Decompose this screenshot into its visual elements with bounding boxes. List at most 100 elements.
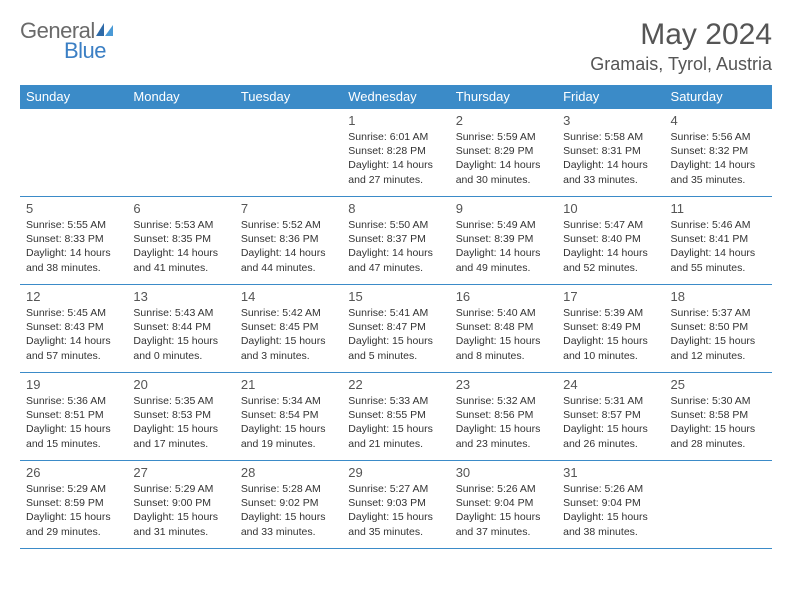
sunset-text: Sunset: 9:00 PM (133, 496, 228, 510)
sunset-text: Sunset: 9:03 PM (348, 496, 443, 510)
daylight-text-2: and 19 minutes. (241, 437, 336, 451)
sunrise-text: Sunrise: 5:59 AM (456, 130, 551, 144)
logo-sail-icon (96, 22, 114, 36)
sunset-text: Sunset: 9:04 PM (563, 496, 658, 510)
day-cell: 30Sunrise: 5:26 AMSunset: 9:04 PMDayligh… (450, 461, 557, 549)
daylight-text: Daylight: 15 hours (456, 334, 551, 348)
sunrise-text: Sunrise: 5:42 AM (241, 306, 336, 320)
sunrise-text: Sunrise: 5:43 AM (133, 306, 228, 320)
daylight-text: Daylight: 15 hours (563, 422, 658, 436)
sunset-text: Sunset: 8:57 PM (563, 408, 658, 422)
sunrise-text: Sunrise: 5:53 AM (133, 218, 228, 232)
day-number: 8 (348, 201, 443, 216)
day-number: 24 (563, 377, 658, 392)
daylight-text-2: and 23 minutes. (456, 437, 551, 451)
sunset-text: Sunset: 8:45 PM (241, 320, 336, 334)
day-cell: 15Sunrise: 5:41 AMSunset: 8:47 PMDayligh… (342, 285, 449, 373)
sunrise-text: Sunrise: 5:45 AM (26, 306, 121, 320)
day-cell: 28 Sunrise: 5:28 AMSunset: 9:02 PMDayligh… (235, 461, 342, 549)
day-number: 3 (563, 113, 658, 128)
daylight-text-2: and 29 minutes. (26, 525, 121, 539)
daylight-text: Daylight: 15 hours (133, 422, 228, 436)
daylight-text: Daylight: 15 hours (456, 510, 551, 524)
daylight-text: Daylight: 14 hours (26, 246, 121, 260)
daylight-text-2: and 0 minutes. (133, 349, 228, 363)
dow-header: Saturday (665, 85, 772, 109)
day-number: 10 (563, 201, 658, 216)
sunset-text: Sunset: 8:37 PM (348, 232, 443, 246)
dow-header: Tuesday (235, 85, 342, 109)
day-number: 23 (456, 377, 551, 392)
daylight-text-2: and 33 minutes. (241, 525, 336, 539)
calendar-week: 12Sunrise: 5:45 AMSunset: 8:43 PMDayligh… (20, 285, 772, 373)
daylight-text: Daylight: 14 hours (241, 246, 336, 260)
sunrise-text: Sunrise: 5:39 AM (563, 306, 658, 320)
daylight-text-2: and 10 minutes. (563, 349, 658, 363)
sunset-text: Sunset: 8:56 PM (456, 408, 551, 422)
daylight-text-2: and 35 minutes. (348, 525, 443, 539)
sunset-text: Sunset: 8:39 PM (456, 232, 551, 246)
daylight-text: Daylight: 15 hours (241, 422, 336, 436)
daylight-text-2: and 30 minutes. (456, 173, 551, 187)
day-number: 5 (26, 201, 121, 216)
daylight-text-2: and 28 minutes. (671, 437, 766, 451)
daylight-text-2: and 47 minutes. (348, 261, 443, 275)
day-cell: 9Sunrise: 5:49 AMSunset: 8:39 PMDaylight… (450, 197, 557, 285)
daylight-text: Daylight: 15 hours (456, 422, 551, 436)
sunrise-text: Sunrise: 5:32 AM (456, 394, 551, 408)
day-cell: 10Sunrise: 5:47 AMSunset: 8:40 PMDayligh… (557, 197, 664, 285)
sunset-text: Sunset: 8:59 PM (26, 496, 121, 510)
sunrise-text: Sunrise: 5:34 AM (241, 394, 336, 408)
daylight-text-2: and 21 minutes. (348, 437, 443, 451)
sunrise-text: Sunrise: 5:30 AM (671, 394, 766, 408)
daylight-text: Daylight: 15 hours (563, 334, 658, 348)
sunrise-text: Sunrise: 5:46 AM (671, 218, 766, 232)
sunset-text: Sunset: 9:02 PM (241, 496, 336, 510)
sunset-text: Sunset: 8:44 PM (133, 320, 228, 334)
day-number: 28 (241, 465, 336, 480)
day-cell: 18Sunrise: 5:37 AMSunset: 8:50 PMDayligh… (665, 285, 772, 373)
logo-text-b: Blue (64, 38, 114, 64)
day-cell: 29Sunrise: 5:27 AMSunset: 9:03 PMDayligh… (342, 461, 449, 549)
sunset-text: Sunset: 8:35 PM (133, 232, 228, 246)
location-text: Gramais, Tyrol, Austria (590, 54, 772, 75)
sunrise-text: Sunrise: 5:56 AM (671, 130, 766, 144)
daylight-text-2: and 35 minutes. (671, 173, 766, 187)
sunrise-text: Sunrise: 5:35 AM (133, 394, 228, 408)
page-title: May 2024 (590, 18, 772, 52)
daylight-text: Daylight: 14 hours (348, 158, 443, 172)
sunrise-text: Sunrise: 5:28 AM (241, 482, 336, 496)
sunrise-text: Sunrise: 5:47 AM (563, 218, 658, 232)
sunset-text: Sunset: 8:31 PM (563, 144, 658, 158)
logo: GeneralBlue (20, 18, 114, 64)
day-cell: 11Sunrise: 5:46 AMSunset: 8:41 PMDayligh… (665, 197, 772, 285)
dow-header: Sunday (20, 85, 127, 109)
daylight-text-2: and 44 minutes. (241, 261, 336, 275)
daylight-text-2: and 55 minutes. (671, 261, 766, 275)
sunrise-text: Sunrise: 5:55 AM (26, 218, 121, 232)
calendar-body: 1Sunrise: 6:01 AMSunset: 8:28 PMDaylight… (20, 109, 772, 549)
sunset-text: Sunset: 8:47 PM (348, 320, 443, 334)
day-cell: 17Sunrise: 5:39 AMSunset: 8:49 PMDayligh… (557, 285, 664, 373)
day-cell: 14Sunrise: 5:42 AMSunset: 8:45 PMDayligh… (235, 285, 342, 373)
day-cell: 4Sunrise: 5:56 AMSunset: 8:32 PMDaylight… (665, 109, 772, 197)
sunset-text: Sunset: 8:43 PM (26, 320, 121, 334)
title-block: May 2024 Gramais, Tyrol, Austria (590, 18, 772, 75)
daylight-text: Daylight: 15 hours (133, 334, 228, 348)
sunset-text: Sunset: 9:04 PM (456, 496, 551, 510)
day-cell: 13Sunrise: 5:43 AMSunset: 8:44 PMDayligh… (127, 285, 234, 373)
daylight-text: Daylight: 15 hours (241, 510, 336, 524)
daylight-text: Daylight: 15 hours (563, 510, 658, 524)
daylight-text: Daylight: 15 hours (671, 334, 766, 348)
sunset-text: Sunset: 8:48 PM (456, 320, 551, 334)
sunrise-text: Sunrise: 5:36 AM (26, 394, 121, 408)
day-cell: 1Sunrise: 6:01 AMSunset: 8:28 PMDaylight… (342, 109, 449, 197)
day-cell: 19Sunrise: 5:36 AMSunset: 8:51 PMDayligh… (20, 373, 127, 461)
daylight-text-2: and 27 minutes. (348, 173, 443, 187)
daylight-text: Daylight: 14 hours (348, 246, 443, 260)
daylight-text: Daylight: 14 hours (26, 334, 121, 348)
day-number: 15 (348, 289, 443, 304)
day-number: 30 (456, 465, 551, 480)
day-number: 11 (671, 201, 766, 216)
sunset-text: Sunset: 8:54 PM (241, 408, 336, 422)
